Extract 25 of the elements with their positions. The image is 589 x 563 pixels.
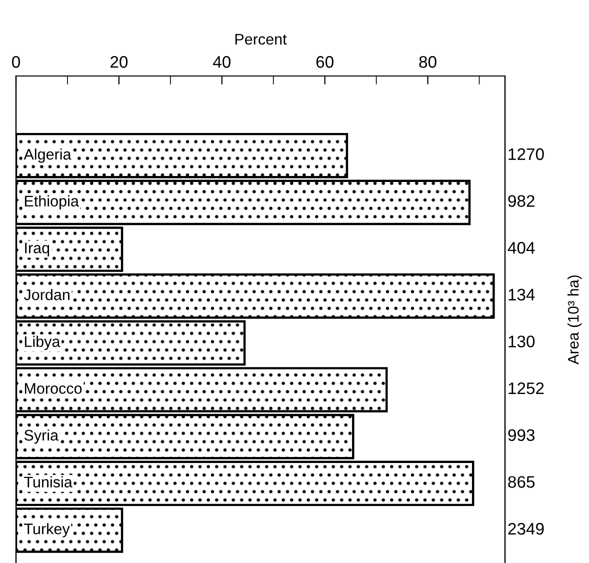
x-axis-title: Percent [235,34,287,45]
text: 130 [508,336,535,348]
y-tick-label: Turkey [24,523,70,538]
text: 2349 [508,522,544,535]
y-tick-label: Syria [24,429,59,444]
y-tick-label: Tunisia [24,476,72,488]
y-tick-label: Iraq [25,242,50,256]
text: 1252 [508,382,544,394]
text: 404 [508,242,535,254]
y-tick-label: Jordan [24,288,70,300]
y-tick-label: Morocco [24,383,82,394]
text: 993 [508,429,535,442]
text: 134 [508,288,535,301]
x-tick-label: 40 [213,56,231,68]
x-tick-label: 60 [316,56,334,68]
x-tick-label: 80 [419,56,436,68]
y2-axis-title: Area (10³ ha) [568,275,582,364]
text: 1270 [508,148,544,160]
text: 865 [508,476,535,488]
x-tick-label: 20 [110,56,128,68]
y-tick-label: Ethiopia [24,195,79,210]
y-tick-label: Libya [24,336,60,350]
y-tick-label: Algeria [24,148,72,163]
text: 982 [508,195,534,207]
x-tick-label: 0 [12,56,20,68]
